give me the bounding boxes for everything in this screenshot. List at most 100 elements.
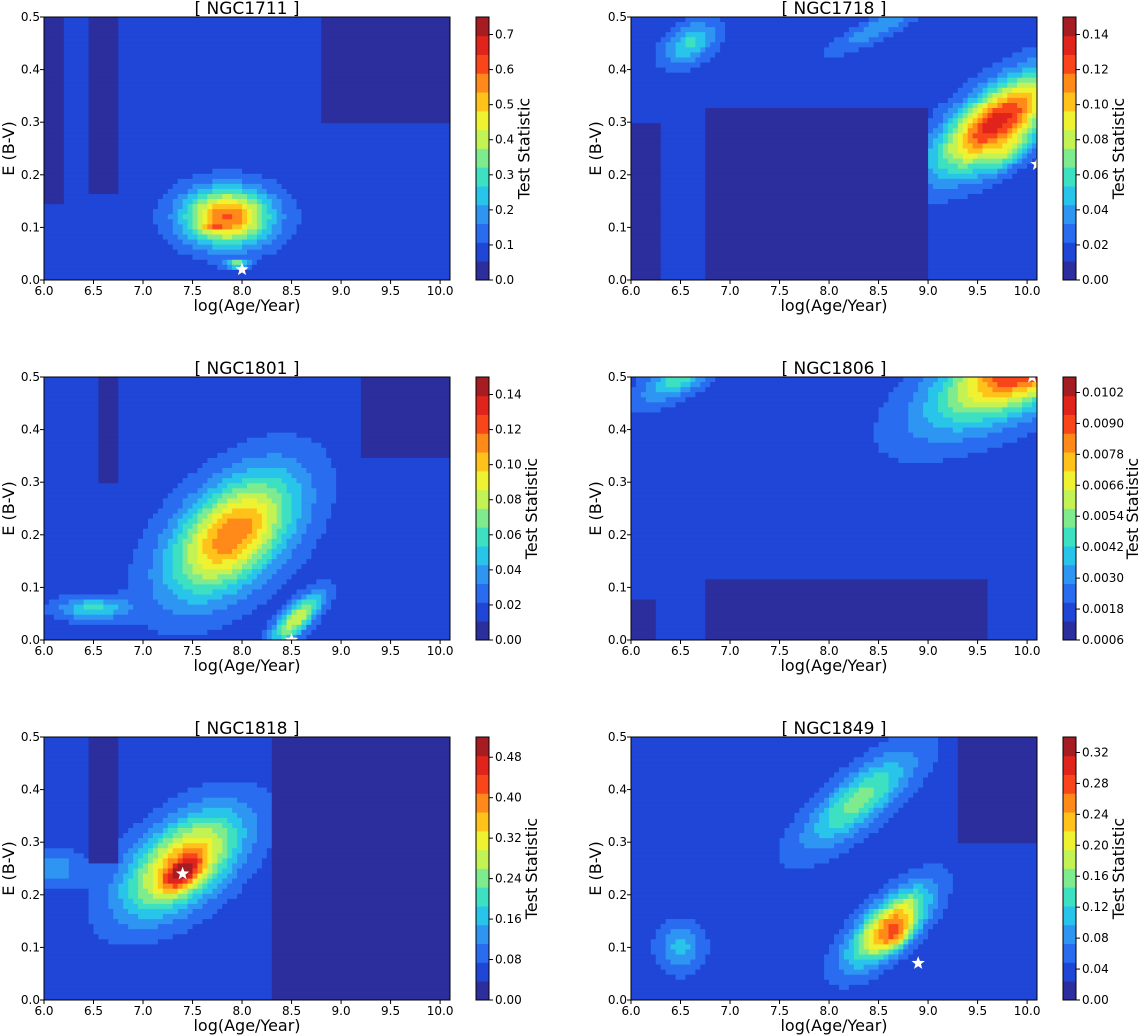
contour-cell [645,397,667,403]
contour-cell [316,604,322,611]
colorbar-segment [476,621,489,641]
contour-cell [631,437,875,444]
contour-cell [631,569,1037,575]
contour-cell [197,868,204,875]
contour-cell [942,914,1037,920]
contour-cell [118,782,204,789]
x-tick-label: 6.0 [34,284,53,298]
contour-cell [266,629,273,636]
colorbar-segment [476,527,489,547]
contour-cell [44,178,65,185]
contour-cell [660,244,706,251]
contour-cell [873,924,880,930]
contour-cell [177,178,213,185]
contour-cell [631,57,657,64]
contour-cell [883,822,959,829]
contour-cell [631,503,1037,510]
contour-cell [1002,158,1013,165]
contour-cell [972,133,998,139]
colorbar: 0.000.040.080.120.160.200.240.280.32Test… [1062,736,1128,1007]
contour-cell [68,619,233,626]
contour-cell [212,209,243,215]
contour-cell [665,397,687,403]
contour-cell [321,27,450,33]
contour-cell [118,868,129,875]
contour-cell [898,782,909,789]
contour-cell [700,382,711,388]
contour-cell [326,589,337,596]
contour-cell [192,219,199,225]
contour-cell [1027,163,1037,170]
contour-cell [44,574,129,580]
contour-cell [251,259,258,266]
contour-cell [286,619,303,626]
x-axis-label: log(Age/Year) [193,1016,300,1035]
chart-title: [ NGC1718 ] [781,0,886,19]
contour-cell [888,817,959,824]
chart-title: [ NGC1806 ] [781,359,886,379]
contour-cell [957,113,964,119]
contour-cell [197,209,204,215]
contour-cell [848,787,860,794]
contour-cell [972,397,1008,403]
x-tick-label: 6.0 [34,1004,53,1018]
contour-cell [207,488,223,494]
contour-cell [868,914,875,920]
contour-cell [967,382,979,388]
contour-cell [784,863,815,870]
contour-cell [957,787,1037,794]
contour-cell [942,387,949,393]
colorbar-segment [476,395,489,415]
contour-cell [1002,143,1013,150]
contour-cell [147,523,169,530]
contour-cell [690,944,696,951]
contour-cell [118,893,129,900]
contour-cell [715,377,904,383]
contour-cell [987,624,1037,631]
contour-cell [182,528,189,535]
contour-cell [187,528,199,535]
contour-cell [665,944,672,951]
contour-cell [685,397,890,403]
contour-cell [982,392,1013,398]
contour-cell [286,634,293,640]
contour-cell [631,417,880,424]
contour-cell [247,259,253,266]
contour-cell [933,138,944,145]
contour-cell [631,412,880,419]
contour-cell [172,224,184,231]
contour-cell [972,123,979,129]
contour-cell [291,609,298,616]
contour-cell [631,929,657,935]
contour-cell [222,468,248,474]
contour-cell [118,747,273,753]
y-tick-label: 0.4 [608,783,627,797]
contour-cell [903,772,914,779]
contour-cell [88,27,119,33]
contour-cell [197,554,208,560]
contour-cell [88,148,119,155]
contour-cell [631,447,880,454]
contour-cell [937,158,949,165]
contour-cell [118,462,204,469]
contour-cell [192,513,199,520]
contour-cell [360,377,450,383]
contour-cell [88,843,119,849]
contour-cell [631,274,662,280]
contour-cell [197,188,213,195]
contour-cell [291,194,450,200]
colorbar-segment [476,546,489,566]
contour-cell [118,402,362,408]
contour-cell [829,949,840,956]
contour-cell [63,153,90,160]
contour-cell [143,883,154,890]
contour-cell [650,377,662,383]
contour-cell [878,407,909,414]
x-tick-label: 8.5 [869,284,888,298]
contour-cell [202,462,233,469]
contour-cell [157,629,208,636]
contour-cell [182,883,189,890]
y-tick-label: 0.5 [21,10,40,24]
contour-cell [952,138,959,145]
contour-cell [660,254,706,261]
